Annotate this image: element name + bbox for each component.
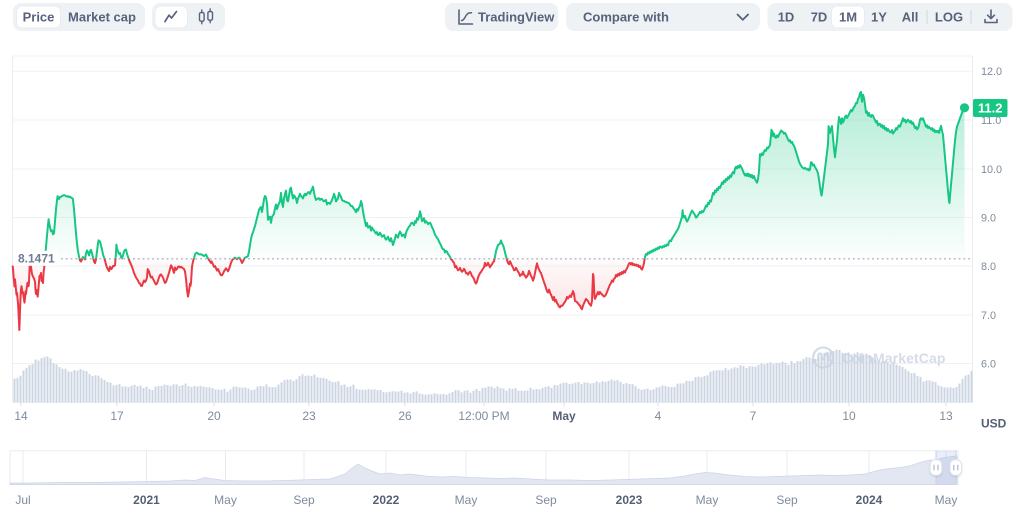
svg-text:8.0: 8.0 — [981, 261, 996, 273]
svg-text:Sep: Sep — [293, 493, 315, 507]
svg-text:Sep: Sep — [776, 493, 798, 507]
svg-text:2021: 2021 — [133, 493, 160, 507]
svg-text:10: 10 — [842, 409, 856, 423]
svg-text:7.0: 7.0 — [981, 310, 996, 322]
svg-text:May: May — [214, 493, 237, 507]
svg-text:CoinMarketCap: CoinMarketCap — [842, 350, 946, 366]
svg-text:12.0: 12.0 — [981, 66, 1002, 78]
svg-text:2023: 2023 — [616, 493, 643, 507]
svg-text:May: May — [935, 493, 958, 507]
svg-text:2022: 2022 — [373, 493, 400, 507]
svg-text:13: 13 — [939, 409, 953, 423]
svg-text:TradingView: TradingView — [478, 10, 555, 25]
svg-text:14: 14 — [14, 409, 28, 423]
svg-text:4: 4 — [655, 409, 662, 423]
svg-text:Compare with: Compare with — [583, 10, 669, 25]
svg-text:11.0: 11.0 — [981, 115, 1001, 127]
svg-text:Market cap: Market cap — [68, 10, 136, 25]
svg-text:8.1471: 8.1471 — [18, 252, 55, 266]
svg-text:May: May — [455, 493, 478, 507]
svg-text:6.0: 6.0 — [981, 358, 996, 370]
svg-text:17: 17 — [110, 409, 124, 423]
svg-text:Jul: Jul — [15, 493, 30, 507]
svg-text:12:00 PM: 12:00 PM — [458, 409, 509, 423]
svg-text:11.2: 11.2 — [978, 100, 1003, 115]
svg-text:Price: Price — [23, 10, 55, 25]
svg-text:7: 7 — [750, 409, 757, 423]
svg-text:2024: 2024 — [856, 493, 883, 507]
svg-text:23: 23 — [302, 409, 316, 423]
svg-text:20: 20 — [207, 409, 221, 423]
svg-text:1D: 1D — [778, 10, 795, 25]
svg-text:7D: 7D — [811, 10, 828, 25]
svg-text:Sep: Sep — [535, 493, 557, 507]
svg-text:LOG: LOG — [935, 10, 963, 25]
svg-text:All: All — [902, 10, 919, 25]
svg-text:10.0: 10.0 — [981, 164, 1002, 176]
svg-text:USD: USD — [981, 417, 1007, 431]
svg-text:May: May — [552, 409, 576, 423]
svg-text:9.0: 9.0 — [981, 212, 996, 224]
svg-text:26: 26 — [398, 409, 412, 423]
svg-text:1M: 1M — [839, 10, 857, 25]
svg-text:May: May — [696, 493, 719, 507]
svg-text:1Y: 1Y — [871, 10, 887, 25]
